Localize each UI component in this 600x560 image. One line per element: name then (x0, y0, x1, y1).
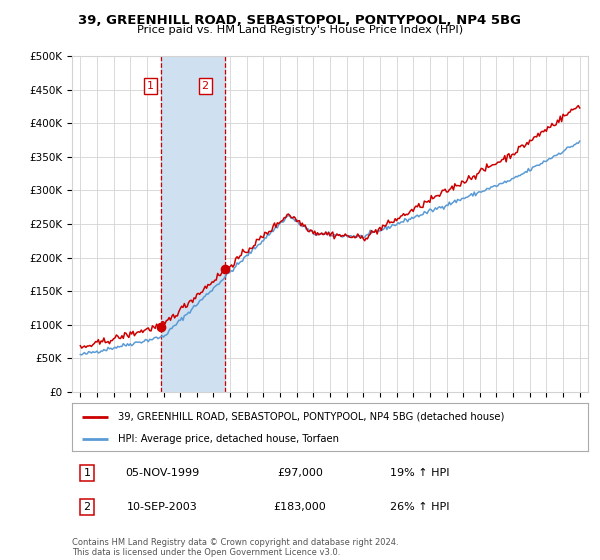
Text: 1: 1 (83, 468, 91, 478)
Text: Price paid vs. HM Land Registry's House Price Index (HPI): Price paid vs. HM Land Registry's House … (137, 25, 463, 35)
Text: 39, GREENHILL ROAD, SEBASTOPOL, PONTYPOOL, NP4 5BG: 39, GREENHILL ROAD, SEBASTOPOL, PONTYPOO… (79, 14, 521, 27)
Text: Contains HM Land Registry data © Crown copyright and database right 2024.
This d: Contains HM Land Registry data © Crown c… (72, 538, 398, 557)
Text: 19% ↑ HPI: 19% ↑ HPI (390, 468, 450, 478)
Text: 1: 1 (147, 81, 154, 91)
Text: 2: 2 (202, 81, 209, 91)
Bar (161, 56, 225, 392)
Text: 39, GREENHILL ROAD, SEBASTOPOL, PONTYPOOL, NP4 5BG (detached house): 39, GREENHILL ROAD, SEBASTOPOL, PONTYPOO… (118, 412, 505, 422)
Text: 26% ↑ HPI: 26% ↑ HPI (390, 502, 450, 512)
Text: 2: 2 (83, 502, 91, 512)
Text: £183,000: £183,000 (274, 502, 326, 512)
Text: 10-SEP-2003: 10-SEP-2003 (127, 502, 197, 512)
Text: £97,000: £97,000 (277, 468, 323, 478)
Text: HPI: Average price, detached house, Torfaen: HPI: Average price, detached house, Torf… (118, 434, 340, 444)
Text: 05-NOV-1999: 05-NOV-1999 (125, 468, 199, 478)
